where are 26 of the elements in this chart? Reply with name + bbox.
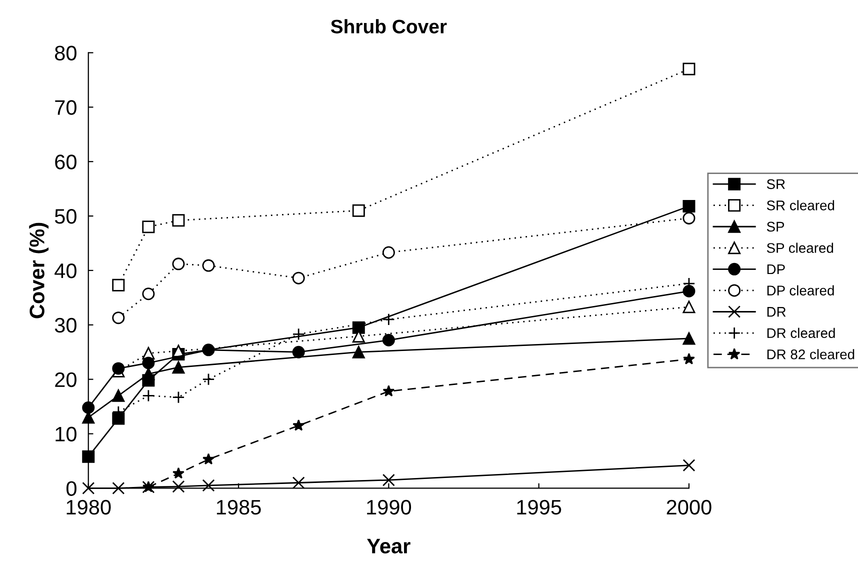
legend-label: DP cleared xyxy=(767,285,834,296)
x-tick-label: 2000 xyxy=(666,500,712,515)
y-tick-label: 30 xyxy=(54,318,76,333)
legend-label: DR cleared xyxy=(767,328,835,338)
legend-label: SP cleared xyxy=(766,242,834,253)
x-axis-title: Year xyxy=(367,538,410,554)
y-tick-label: 70 xyxy=(55,100,76,115)
legend-label: DR xyxy=(767,307,786,317)
chart-title: Shrub Cover xyxy=(330,19,447,34)
y-tick-label: 20 xyxy=(55,372,76,388)
legend-label: SP xyxy=(766,222,784,232)
y-tick-label: 10 xyxy=(56,426,76,442)
y-axis-title: Cover (%) xyxy=(29,222,49,318)
y-tick-label: 0 xyxy=(66,481,76,496)
legend-label: DR 82 cleared xyxy=(767,349,854,360)
x-tick-label: 1980 xyxy=(66,500,111,515)
y-tick-label: 40 xyxy=(54,263,76,278)
legend-label: SR xyxy=(766,179,785,190)
x-tick-label: 1990 xyxy=(367,500,412,515)
y-tick-label: 80 xyxy=(54,46,76,60)
legend-label: DP xyxy=(767,264,785,274)
y-tick-label: 50 xyxy=(54,209,76,224)
y-tick-label: 60 xyxy=(55,154,76,170)
legend-label: SR cleared xyxy=(766,200,834,210)
x-tick-label: 1995 xyxy=(517,500,562,515)
x-tick-label: 1985 xyxy=(216,500,261,515)
